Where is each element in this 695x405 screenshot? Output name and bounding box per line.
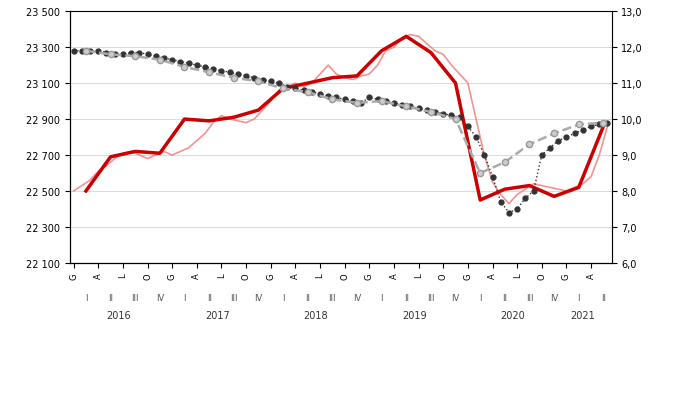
Text: 2020: 2020	[500, 310, 525, 320]
Text: I: I	[85, 294, 87, 303]
Text: I: I	[380, 294, 383, 303]
Text: I: I	[578, 294, 580, 303]
Text: IV: IV	[353, 294, 361, 303]
Text: IV: IV	[452, 294, 459, 303]
Text: IV: IV	[550, 294, 558, 303]
Text: IV: IV	[254, 294, 263, 303]
Text: II: II	[601, 294, 606, 303]
Text: IV: IV	[156, 294, 164, 303]
Text: II: II	[206, 294, 212, 303]
Text: 2017: 2017	[205, 310, 230, 320]
Text: II: II	[108, 294, 113, 303]
Text: 2016: 2016	[106, 310, 131, 320]
Text: III: III	[329, 294, 336, 303]
Text: III: III	[427, 294, 434, 303]
Text: II: II	[404, 294, 409, 303]
Text: I: I	[183, 294, 186, 303]
Text: III: III	[230, 294, 238, 303]
Text: I: I	[479, 294, 482, 303]
Text: II: II	[305, 294, 310, 303]
Text: III: III	[525, 294, 533, 303]
Text: I: I	[281, 294, 284, 303]
Text: 2018: 2018	[304, 310, 328, 320]
Text: II: II	[502, 294, 507, 303]
Text: III: III	[131, 294, 139, 303]
Text: 2019: 2019	[402, 310, 427, 320]
Text: 2021: 2021	[571, 310, 595, 320]
